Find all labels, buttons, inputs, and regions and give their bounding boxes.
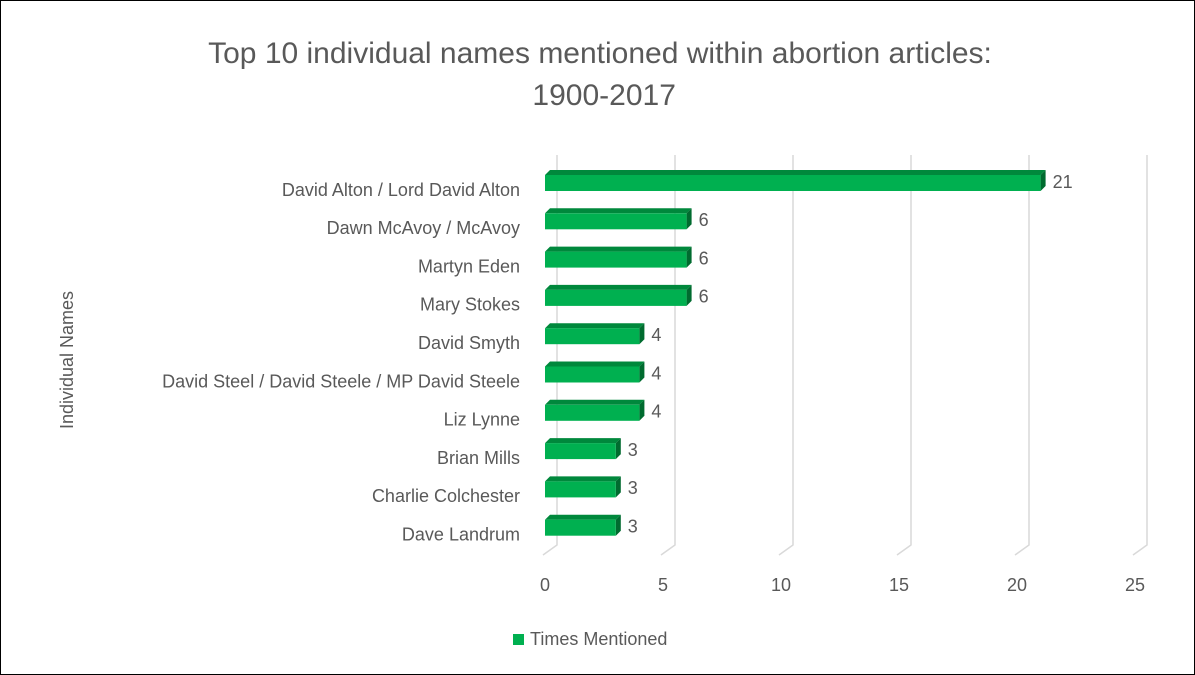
x-tick-label: 0	[540, 575, 550, 595]
y-axis-label: Individual Names	[57, 291, 77, 429]
data-label: 3	[628, 478, 638, 498]
bar-side	[615, 514, 621, 536]
grid-line	[896, 155, 912, 556]
grid-line	[1014, 155, 1030, 556]
category-label: Charlie Colchester	[372, 486, 520, 506]
legend-swatch	[513, 634, 524, 645]
data-label: 3	[628, 440, 638, 460]
bar-top	[545, 514, 621, 520]
bar	[545, 366, 640, 383]
data-label: 21	[1053, 172, 1073, 192]
bar-side	[615, 476, 621, 498]
grid-line	[1132, 155, 1148, 556]
bar-top	[545, 284, 692, 290]
category-label: Dawn McAvoy / McAvoy	[327, 218, 520, 238]
bar	[545, 328, 640, 345]
bar-top	[545, 170, 1046, 175]
bar-top	[545, 361, 645, 367]
data-label: 6	[699, 210, 709, 230]
bar	[545, 443, 616, 460]
bar-side	[615, 438, 621, 460]
bar	[545, 404, 640, 421]
bar-side	[686, 208, 692, 230]
bar-side	[639, 323, 645, 345]
bar-side	[1040, 170, 1046, 191]
data-label: 3	[628, 516, 638, 536]
bar-top	[545, 208, 692, 214]
bar-top	[545, 246, 692, 252]
bar-top	[545, 476, 621, 482]
x-tick-label: 10	[771, 575, 791, 595]
x-tick-label: 25	[1125, 575, 1145, 595]
grid-line	[778, 155, 794, 556]
bar	[545, 251, 687, 268]
bar	[545, 213, 687, 230]
bar-side	[686, 284, 692, 306]
category-label: David Steel / David Steele / MP David St…	[162, 371, 520, 391]
legend-label: Times Mentioned	[530, 629, 667, 649]
bar-side	[639, 361, 645, 383]
x-tick-label: 15	[889, 575, 909, 595]
category-label: David Smyth	[418, 333, 520, 353]
bar	[545, 289, 687, 306]
chart-title-line-1: Top 10 individual names mentioned within…	[208, 37, 992, 112]
bar-top	[545, 399, 645, 405]
bar	[545, 175, 1041, 191]
category-label: Martyn Eden	[418, 256, 520, 276]
data-label: 6	[699, 248, 709, 268]
data-label: 4	[651, 325, 661, 345]
bar	[545, 481, 616, 498]
bar	[545, 519, 616, 536]
category-label: Liz Lynne	[444, 410, 520, 430]
x-tick-label: 5	[658, 575, 668, 595]
data-label: 4	[651, 363, 661, 383]
category-label: Mary Stokes	[420, 295, 520, 315]
category-label: David Alton / Lord David Alton	[282, 180, 520, 200]
category-label: Brian Mills	[437, 448, 520, 468]
data-label: 4	[651, 402, 661, 422]
x-tick-label: 20	[1007, 575, 1027, 595]
bar-side	[639, 399, 645, 421]
data-label: 6	[699, 287, 709, 307]
bar-top	[545, 438, 621, 444]
bar-side	[686, 246, 692, 268]
category-label: Dave Landrum	[402, 524, 520, 544]
bar-top	[545, 323, 645, 329]
